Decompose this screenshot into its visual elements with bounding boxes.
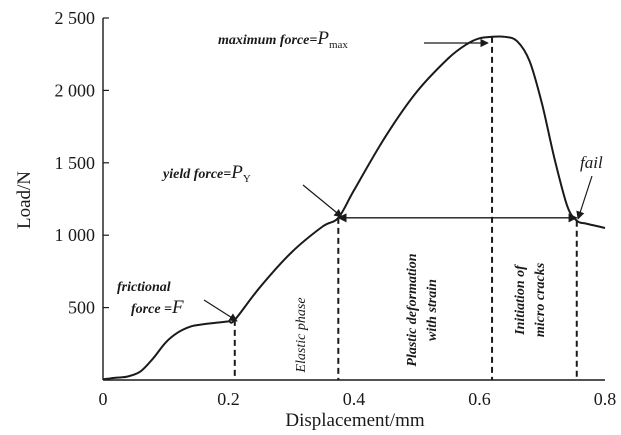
yield-label: yield force=PY — [161, 162, 251, 185]
y-tick-label: 1 500 — [55, 153, 96, 173]
phase-plastic-line1: Plastic deformation — [405, 253, 420, 366]
frictional-arrow — [203, 299, 238, 322]
x-axis-label: Displacement/mm — [285, 410, 425, 431]
y-tick-label: 500 — [68, 298, 95, 318]
y-tick-label: 2 500 — [55, 8, 96, 28]
x-tick-label: 0.8 — [594, 389, 617, 409]
ticks-layer: 0 0.2 0.4 0.6 0.8 500 1 000 1 500 2 000 2 500 — [55, 8, 617, 409]
x-tick-label: 0.2 — [217, 389, 240, 409]
phase-cracks-label: Initiation of micro cracks — [513, 262, 548, 337]
fail-label: fail — [580, 153, 603, 172]
maximum-force-annotation: maximum force=Pmax — [218, 28, 489, 51]
fail-arrow — [576, 175, 593, 220]
phase-plastic-label: Plastic deformation with strain — [405, 253, 440, 366]
max-symbol: P — [316, 28, 329, 49]
frictional-label-line2: force =F — [131, 297, 184, 318]
yield-force-annotation: yield force=PY — [161, 162, 343, 218]
phase-plastic-line2: with strain — [425, 279, 440, 341]
y-axis-label: Load/N — [14, 171, 35, 229]
fail-annotation: fail — [576, 153, 603, 220]
load-curve — [102, 35, 606, 381]
guides-layer — [233, 36, 578, 380]
y-tick-label: 2 000 — [55, 80, 96, 100]
phase-cracks-line1: Initiation of — [513, 264, 528, 336]
yield-symbol: P — [230, 162, 243, 183]
frictional-force-annotation: frictional force =F — [117, 280, 238, 322]
phase-elastic-label: Elastic phase — [294, 297, 309, 373]
frictional-symbol: F — [171, 297, 184, 318]
yield-arrow — [302, 184, 343, 218]
max-subscript: max — [329, 39, 348, 51]
max-label: maximum force=Pmax — [218, 28, 348, 51]
x-tick-label: 0 — [99, 389, 108, 409]
yield-subscript: Y — [243, 173, 251, 185]
x-tick-label: 0.4 — [343, 389, 366, 409]
y-tick-label: 1 000 — [55, 225, 96, 245]
phase-cracks-line2: micro cracks — [533, 262, 548, 337]
x-tick-label: 0.6 — [468, 389, 491, 409]
frictional-label-line1: frictional — [117, 280, 171, 295]
